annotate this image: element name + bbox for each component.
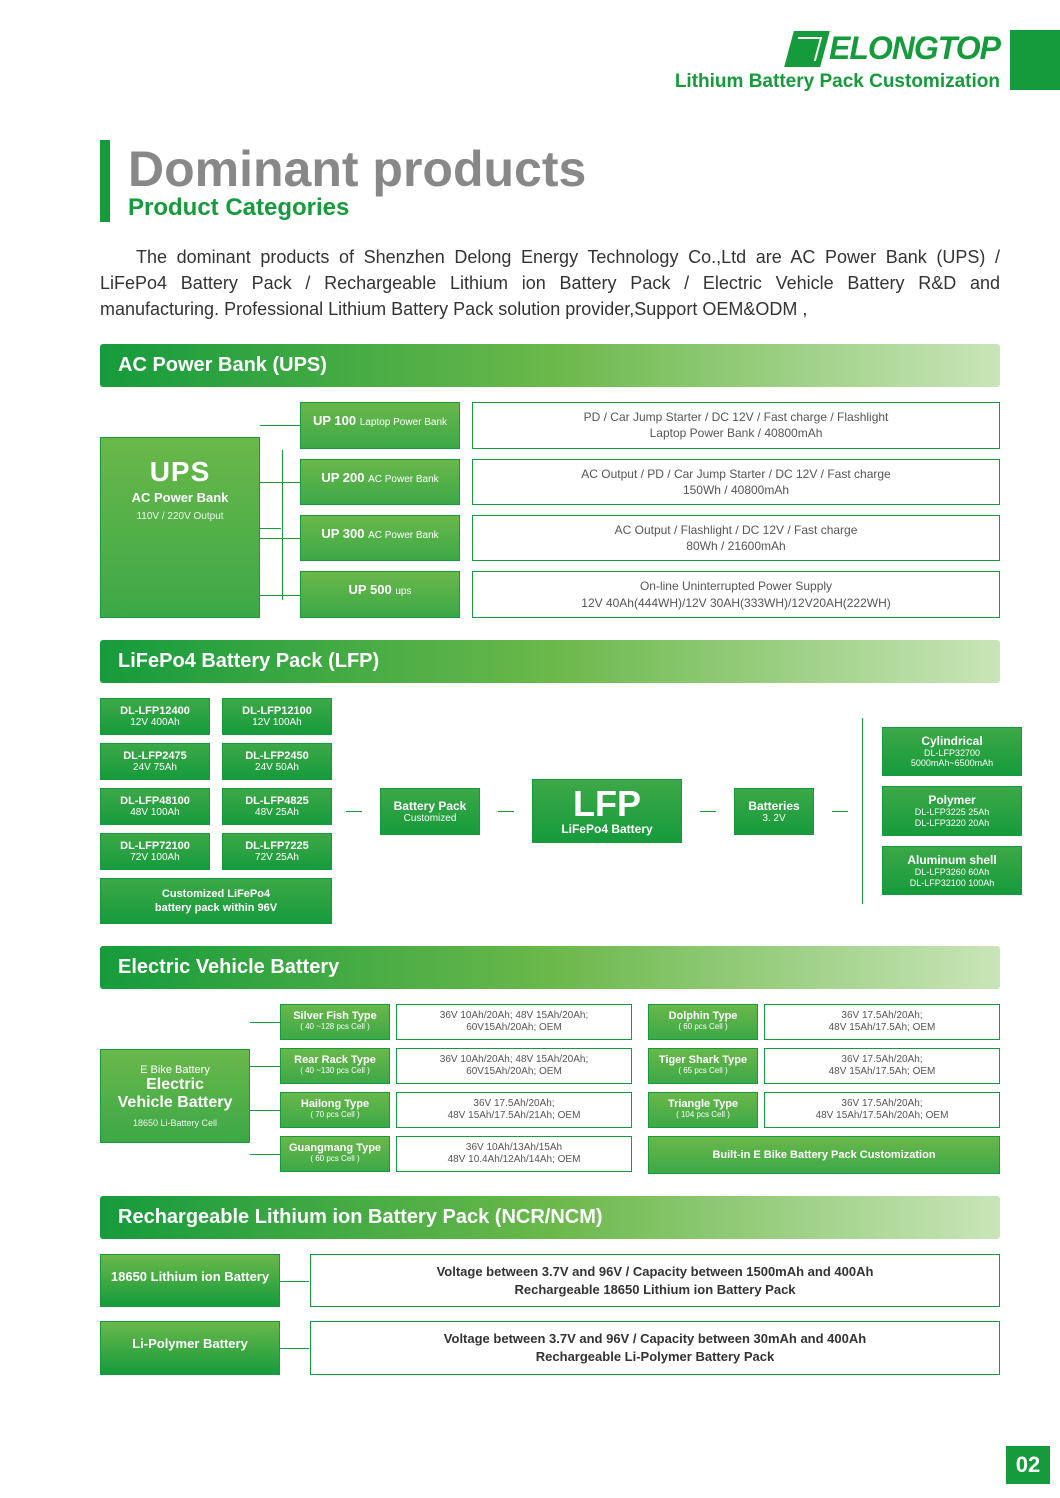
lfp-model-box: DL-LFP482548V 25Ah [222,788,332,825]
lfp-mid-title: Battery Pack [389,799,471,813]
lfp-main-sub: LiFePo4 Battery [539,822,675,836]
ups-model-desc: AC Output / Flashlight / DC 12V / Fast c… [472,515,1000,561]
lfp-model-box: DL-LFP245024V 50Ah [222,743,332,780]
logo-text: ELONGTOP [829,30,1000,67]
ev-root-t3: 18650 Li-Battery Cell [107,1118,243,1128]
lfp-model-box: DL-LFP4810048V 100Ah [100,788,210,825]
lfp-cell-type-box: CylindricalDL-LFP327005000mAh~6500mAh [882,727,1022,777]
ncr-desc: Voltage between 3.7V and 96V / Capacity … [310,1321,1000,1374]
ups-model-desc: On-line Uninterrupted Power Supply12V 40… [472,571,1000,617]
ups-model-chip: UP 500 ups [300,571,460,617]
ev-builtin-note: Built-in E Bike Battery Pack Customizati… [648,1136,1000,1174]
section-header: LiFePo4 Battery Pack (LFP) [100,640,1000,683]
lfp-cell-type-box: Aluminum shellDL-LFP3260 60AhDL-LFP32100… [882,846,1022,896]
header: ELONGTOP Lithium Battery Pack Customizat… [100,30,1000,110]
ev-type-desc: 36V 17.5Ah/20Ah;48V 15Ah/17.5Ah; OEM [764,1004,1000,1040]
section-header: Electric Vehicle Battery [100,946,1000,989]
ev-root-t1: E Bike Battery [107,1064,243,1076]
lfp-custom-note: Customized LiFePo4battery pack within 96… [100,878,332,925]
ev-row: Silver Fish Type( 40 ~128 pcs Cell )36V … [280,1004,632,1040]
ev-type-chip: Tiger Shark Type( 65 pcs Cell ) [648,1048,758,1084]
lfp-model-box: DL-LFP1210012V 100Ah [222,698,332,735]
ev-row: Rear Rack Type( 40 ~130 pcs Cell )36V 10… [280,1048,632,1084]
lfp-mid-sub: Customized [389,813,471,824]
ev-row: Guangmang Type( 60 pcs Cell )36V 10Ah/13… [280,1136,632,1172]
ev-root-t2: ElectricVehicle Battery [107,1076,243,1111]
ncr-row: Li-Polymer Battery Voltage between 3.7V a… [100,1321,1000,1374]
title-block: Dominant products Product Categories [100,140,1000,222]
lfp-model-box: DL-LFP1240012V 400Ah [100,698,210,735]
lfp-model-box: DL-LFP7210072V 100Ah [100,833,210,870]
ev-row: Dolphin Type( 60 pcs Cell )36V 17.5Ah/20… [648,1004,1000,1040]
ev-type-chip: Triangle Type( 104 pcs Cell ) [648,1092,758,1128]
ev-row: Hailong Type( 70 pcs Cell )36V 17.5Ah/20… [280,1092,632,1128]
ups-model-chip: UP 300 AC Power Bank [300,515,460,561]
page-title: Dominant products [128,140,1000,198]
ups-model-chip: UP 200 AC Power Bank [300,459,460,505]
ev-type-chip: Guangmang Type( 60 pcs Cell ) [280,1136,390,1172]
lfp-main-title: LFP [539,786,675,822]
ups-root-note: 110V / 220V Output [107,511,253,522]
ncr-desc: Voltage between 3.7V and 96V / Capacity … [310,1254,1000,1307]
tagline: Lithium Battery Pack Customization [675,71,1000,93]
ups-row: UP 200 AC Power Bank AC Output / PD / Car… [300,459,1000,505]
ev-type-desc: 36V 10Ah/20Ah; 48V 15Ah/20Ah;60V15Ah/20A… [396,1048,632,1084]
logo-area: ELONGTOP Lithium Battery Pack Customizat… [675,30,1000,93]
ev-type-desc: 36V 10Ah/13Ah/15Ah48V 10.4Ah/12Ah/14Ah; … [396,1136,632,1172]
ncr-chip: Li-Polymer Battery [100,1321,280,1374]
ups-model-chip: UP 100 Laptop Power Bank [300,402,460,448]
ev-type-chip: Dolphin Type( 60 pcs Cell ) [648,1004,758,1040]
ev-type-chip: Hailong Type( 70 pcs Cell ) [280,1092,390,1128]
lfp-main-node: LFP LiFePo4 Battery [532,779,682,843]
ev-type-chip: Silver Fish Type( 40 ~128 pcs Cell ) [280,1004,390,1040]
ev-type-desc: 36V 17.5Ah/20Ah;48V 15Ah/17.5Ah/20Ah; OE… [764,1092,1000,1128]
section-ups: AC Power Bank (UPS) UPS AC Power Bank 11… [100,344,1000,618]
ups-model-desc: AC Output / PD / Car Jump Starter / DC 1… [472,459,1000,505]
lfp-batt-title: Batteries [743,799,805,813]
section-header: Rechargeable Lithium ion Battery Pack (N… [100,1196,1000,1239]
corner-block [1010,30,1060,90]
ev-row: Tiger Shark Type( 65 pcs Cell )36V 17.5A… [648,1048,1000,1084]
ev-row: Triangle Type( 104 pcs Cell )36V 17.5Ah/… [648,1092,1000,1128]
ups-row: UP 500 ups On-line Uninterrupted Power Su… [300,571,1000,617]
lfp-model-box: DL-LFP247524V 75Ah [100,743,210,780]
ev-type-desc: 36V 17.5Ah/20Ah;48V 15Ah/17.5Ah; OEM [764,1048,1000,1084]
lfp-model-box: DL-LFP722572V 25Ah [222,833,332,870]
page-subtitle: Product Categories [128,194,1000,222]
ev-root-node: E Bike Battery ElectricVehicle Battery 1… [100,1049,250,1142]
intro-paragraph: The dominant products of Shenzhen Delong… [100,244,1000,322]
ups-root-title: UPS [107,456,253,488]
ncr-row: 18650 Lithium ion Battery Voltage between… [100,1254,1000,1307]
ups-row: UP 300 AC Power Bank AC Output / Flashlig… [300,515,1000,561]
ev-type-desc: 36V 10Ah/20Ah; 48V 15Ah/20Ah;60V15Ah/20A… [396,1004,632,1040]
ups-root-sub: AC Power Bank [107,490,253,505]
section-ev: Electric Vehicle Battery E Bike Battery … [100,946,1000,1174]
logo-icon [784,31,830,67]
lfp-mid-node: Battery Pack Customized [380,788,480,835]
page-number: 02 [1006,1446,1050,1484]
section-ncr: Rechargeable Lithium ion Battery Pack (N… [100,1196,1000,1374]
lfp-batt-sub: 3. 2V [743,813,805,824]
ups-root-node: UPS AC Power Bank 110V / 220V Output [100,437,260,618]
ups-row: UP 100 Laptop Power Bank PD / Car Jump St… [300,402,1000,448]
ev-type-desc: 36V 17.5Ah/20Ah;48V 15Ah/17.5Ah/21Ah; OE… [396,1092,632,1128]
ncr-chip: 18650 Lithium ion Battery [100,1254,280,1307]
section-lfp: LiFePo4 Battery Pack (LFP) DL-LFP1240012… [100,640,1000,925]
section-header: AC Power Bank (UPS) [100,344,1000,387]
lfp-cell-type-box: PolymerDL-LFP3225 25AhDL-LFP3220 20Ah [882,786,1022,836]
ev-type-chip: Rear Rack Type( 40 ~130 pcs Cell ) [280,1048,390,1084]
ups-model-desc: PD / Car Jump Starter / DC 12V / Fast ch… [472,402,1000,448]
lfp-batt-node: Batteries 3. 2V [734,788,814,835]
